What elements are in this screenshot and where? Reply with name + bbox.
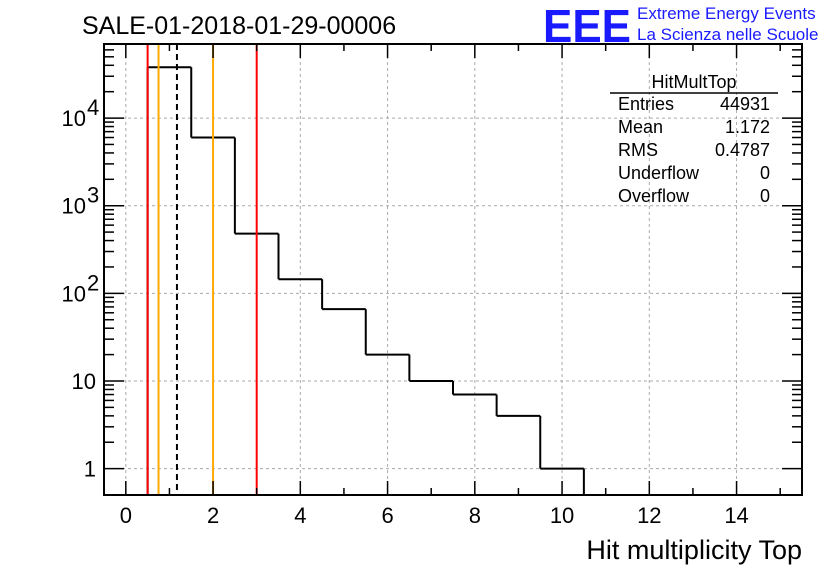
stats-label: Mean	[618, 117, 663, 137]
y-tick-exponent: 4	[87, 95, 99, 120]
x-tick-label: 14	[724, 503, 748, 528]
x-axis-ticks: 0 2 4 6 8 10 12 14	[120, 44, 781, 528]
x-tick-label: 6	[381, 503, 393, 528]
x-tick-label: 8	[469, 503, 481, 528]
y-tick-label: 1	[84, 457, 96, 482]
stats-title: HitMultTop	[651, 72, 736, 92]
y-tick-exponent: 2	[87, 270, 99, 295]
x-tick-label: 12	[637, 503, 661, 528]
x-tick-label: 4	[294, 503, 306, 528]
x-tick-label: 0	[120, 503, 132, 528]
chart-title: SALE-01-2018-01-29-00006	[82, 12, 396, 40]
stats-label: RMS	[618, 140, 658, 160]
y-tick-label: 10	[62, 194, 86, 219]
stats-label: Entries	[618, 94, 674, 114]
stats-rows: Entries 44931 Mean 1.172 RMS 0.4787 Underflow 0…	[618, 94, 770, 206]
y-tick-label: 10	[62, 281, 86, 306]
x-tick-label: 2	[207, 503, 219, 528]
x-tick-label: 10	[550, 503, 574, 528]
stats-label: Underflow	[618, 163, 700, 183]
stats-label: Overflow	[618, 186, 690, 206]
eee-logo: EEE Extreme Energy Events La Scienza nel…	[543, 0, 818, 52]
plot-frame	[103, 43, 803, 496]
stats-box: HitMultTop Entries 44931 Mean 1.172 RMS 0.478…	[610, 72, 778, 206]
logo-line-2: La Scienza nelle Scuole	[637, 25, 818, 44]
logo-line-1: Extreme Energy Events	[637, 4, 816, 23]
stats-value: 1.172	[725, 117, 770, 137]
stats-value: 0	[760, 163, 770, 183]
y-tick-label: 10	[72, 369, 96, 394]
grid-lines	[104, 44, 802, 495]
stats-value: 44931	[720, 94, 770, 114]
marker-lines	[146, 44, 258, 495]
stats-value: 0	[760, 186, 770, 206]
x-axis-label: Hit multiplicity Top	[586, 535, 802, 565]
stats-value: 0.4787	[715, 140, 770, 160]
y-tick-exponent: 3	[87, 183, 99, 208]
y-tick-label: 10	[62, 106, 86, 131]
